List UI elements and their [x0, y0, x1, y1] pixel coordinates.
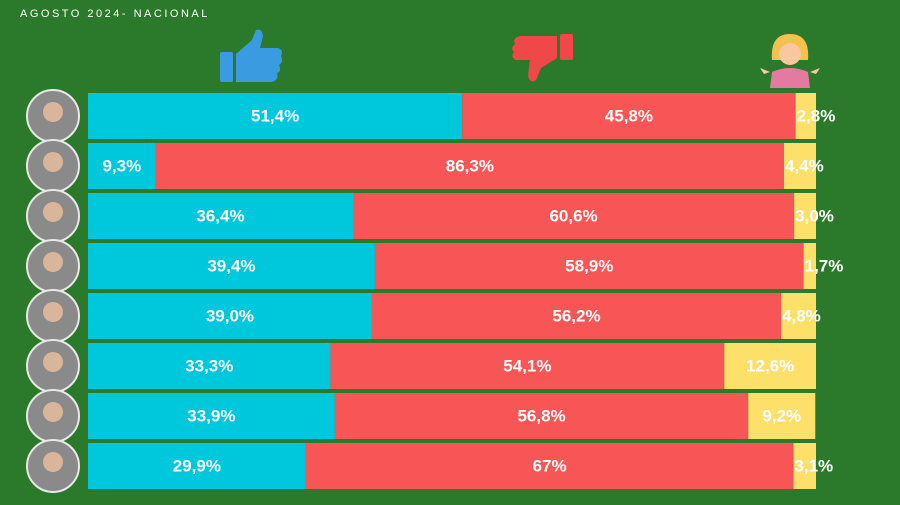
- value-label: 45,8%: [605, 106, 653, 125]
- value-label: 56,2%: [552, 306, 600, 325]
- bar-segment: [748, 393, 816, 439]
- thumbs-down-icon: [512, 34, 573, 82]
- value-label: 9,3%: [102, 156, 141, 175]
- value-label: 56,8%: [517, 406, 565, 425]
- bar-segment: [88, 193, 353, 239]
- bar-segment: [795, 93, 816, 139]
- value-label: 60,6%: [549, 206, 597, 225]
- bar-segment: [794, 193, 816, 239]
- value-label: 1,7%: [805, 256, 844, 275]
- value-label: 3,1%: [794, 456, 833, 475]
- bar-segment: [374, 243, 804, 289]
- bar-segment: [155, 143, 784, 189]
- shrug-icon: [760, 34, 820, 88]
- value-label: 67%: [533, 456, 567, 475]
- bar-segment: [793, 443, 816, 489]
- bar-segment: [781, 293, 816, 339]
- bar-segment: [88, 443, 306, 489]
- value-label: 51,4%: [251, 106, 299, 125]
- value-label: 36,4%: [196, 206, 244, 225]
- value-label: 3,0%: [795, 206, 834, 225]
- value-label: 33,9%: [187, 406, 235, 425]
- value-label: 4,8%: [782, 306, 821, 325]
- chart-title: AGOSTO 2024- NACIONAL: [20, 8, 210, 20]
- bar-segment: [88, 343, 331, 389]
- bar-segment: [88, 293, 372, 339]
- value-label: 4,4%: [785, 156, 824, 175]
- value-label: 9,2%: [762, 406, 801, 425]
- avatar-face: [43, 102, 63, 122]
- value-label: 58,9%: [565, 256, 613, 275]
- avatar-face: [43, 252, 63, 272]
- bar-segment: [305, 443, 794, 489]
- bar-segment: [724, 343, 816, 389]
- bar-segment: [88, 143, 156, 189]
- bar-segment: [88, 93, 463, 139]
- thumbs-up-icon: [220, 29, 283, 83]
- bar-segment: [462, 93, 796, 139]
- bar-segment: [334, 393, 749, 439]
- avatar-face: [43, 202, 63, 222]
- bar-segment: [783, 143, 816, 189]
- avatar-face: [43, 352, 63, 372]
- bar-segment: [371, 293, 782, 339]
- value-label: 2,8%: [797, 106, 836, 125]
- bar-segment: [88, 393, 335, 439]
- bar-segment: [352, 193, 795, 239]
- value-label: 33,3%: [185, 356, 233, 375]
- avatar-face: [43, 452, 63, 472]
- value-label: 39,4%: [207, 256, 255, 275]
- value-label: 86,3%: [446, 156, 494, 175]
- avatar-face: [43, 302, 63, 322]
- value-label: 54,1%: [503, 356, 551, 375]
- value-label: 39,0%: [206, 306, 254, 325]
- bar-segment: [803, 243, 816, 289]
- value-label: 12,6%: [746, 356, 794, 375]
- value-label: 29,9%: [173, 456, 221, 475]
- avatar-face: [43, 402, 63, 422]
- bar-segment: [88, 243, 375, 289]
- avatar-face: [43, 152, 63, 172]
- bar-segment: [330, 343, 725, 389]
